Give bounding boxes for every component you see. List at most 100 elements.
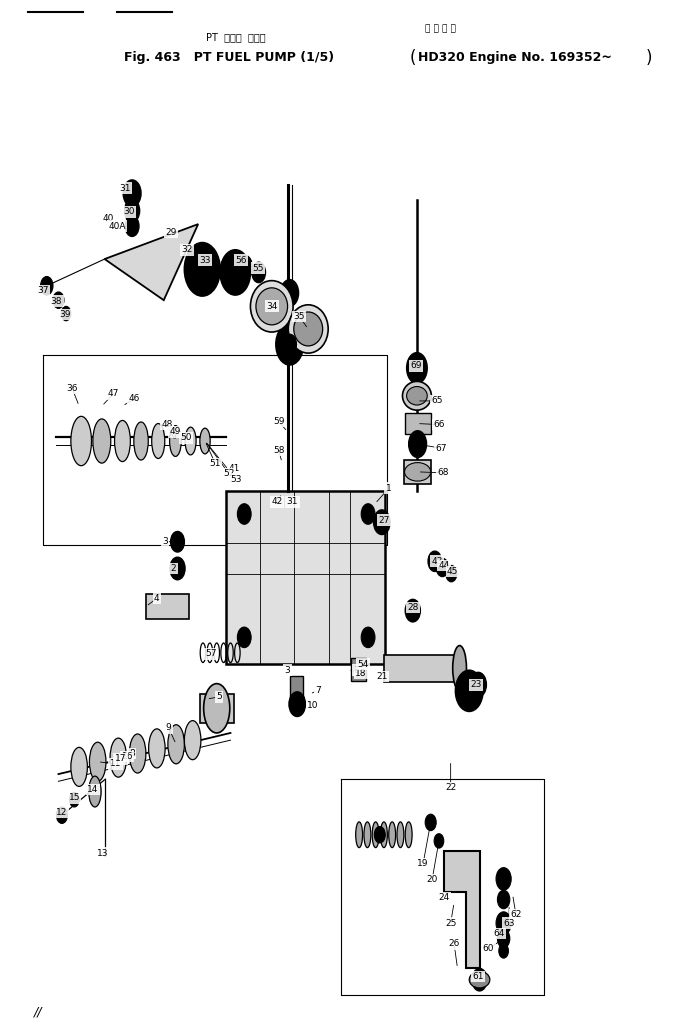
Text: 53: 53 bbox=[230, 475, 241, 483]
Text: 30: 30 bbox=[124, 208, 135, 216]
Text: 32: 32 bbox=[182, 246, 193, 254]
Text: 18: 18 bbox=[356, 669, 367, 677]
Ellipse shape bbox=[184, 721, 201, 760]
Text: 52: 52 bbox=[224, 470, 235, 478]
Text: 37: 37 bbox=[37, 287, 48, 295]
Polygon shape bbox=[105, 224, 198, 300]
Ellipse shape bbox=[364, 822, 371, 848]
Circle shape bbox=[470, 672, 486, 697]
Text: 5: 5 bbox=[216, 693, 222, 701]
Circle shape bbox=[220, 250, 250, 295]
Circle shape bbox=[472, 968, 487, 991]
Text: 55: 55 bbox=[252, 264, 264, 272]
Text: 16: 16 bbox=[122, 752, 133, 761]
Text: 3: 3 bbox=[285, 666, 290, 674]
Text: 23: 23 bbox=[471, 681, 482, 689]
Circle shape bbox=[289, 692, 305, 717]
Text: 11: 11 bbox=[110, 760, 121, 768]
Text: 69: 69 bbox=[411, 362, 422, 370]
Text: 19: 19 bbox=[418, 859, 429, 868]
Ellipse shape bbox=[149, 729, 165, 768]
Text: 57: 57 bbox=[206, 650, 217, 658]
Text: 26: 26 bbox=[449, 940, 460, 948]
Circle shape bbox=[434, 834, 444, 848]
Text: 31: 31 bbox=[287, 498, 298, 506]
Ellipse shape bbox=[204, 684, 230, 733]
Text: 58: 58 bbox=[273, 446, 284, 454]
Text: 40: 40 bbox=[103, 215, 114, 223]
Text: 14: 14 bbox=[87, 785, 98, 794]
Circle shape bbox=[446, 565, 457, 582]
Ellipse shape bbox=[168, 725, 184, 764]
Text: 1: 1 bbox=[386, 484, 391, 492]
Ellipse shape bbox=[133, 421, 148, 461]
Ellipse shape bbox=[453, 646, 466, 691]
Text: 35: 35 bbox=[294, 313, 305, 321]
Text: 8: 8 bbox=[129, 749, 135, 758]
Circle shape bbox=[283, 334, 297, 355]
Ellipse shape bbox=[405, 463, 431, 481]
Text: 39: 39 bbox=[60, 310, 71, 319]
Circle shape bbox=[428, 551, 442, 572]
Text: 3: 3 bbox=[162, 538, 168, 546]
Circle shape bbox=[125, 199, 140, 222]
Ellipse shape bbox=[110, 738, 127, 777]
Text: (: ( bbox=[409, 48, 416, 67]
Circle shape bbox=[236, 255, 252, 280]
Text: 25: 25 bbox=[445, 919, 456, 927]
Text: 62: 62 bbox=[510, 911, 522, 919]
Circle shape bbox=[125, 216, 139, 236]
Ellipse shape bbox=[250, 281, 293, 332]
Text: 45: 45 bbox=[447, 567, 458, 576]
Ellipse shape bbox=[185, 427, 196, 454]
Ellipse shape bbox=[402, 381, 431, 410]
Bar bbox=[226, 491, 385, 664]
Circle shape bbox=[170, 557, 185, 580]
Text: PT  フェル  ポンプ: PT フェル ポンプ bbox=[206, 32, 266, 42]
Circle shape bbox=[237, 504, 251, 524]
Bar bbox=[200, 694, 234, 723]
Text: 20: 20 bbox=[427, 876, 438, 884]
Circle shape bbox=[252, 262, 266, 283]
Text: 68: 68 bbox=[438, 469, 449, 477]
Bar bbox=[384, 655, 460, 682]
Text: 33: 33 bbox=[200, 256, 211, 264]
Text: 61: 61 bbox=[473, 972, 484, 981]
Text: 34: 34 bbox=[266, 302, 277, 310]
Circle shape bbox=[69, 793, 79, 807]
Text: 28: 28 bbox=[407, 603, 418, 612]
Ellipse shape bbox=[380, 822, 387, 848]
Text: 47: 47 bbox=[108, 390, 119, 398]
Text: 29: 29 bbox=[165, 228, 176, 236]
Ellipse shape bbox=[151, 424, 165, 458]
Circle shape bbox=[374, 827, 385, 843]
Ellipse shape bbox=[89, 742, 106, 781]
Ellipse shape bbox=[129, 734, 146, 773]
Text: 65: 65 bbox=[431, 397, 442, 405]
Text: 50: 50 bbox=[180, 434, 191, 442]
Bar bbox=[351, 658, 366, 681]
Text: HD320 Engine No. 169352~: HD320 Engine No. 169352~ bbox=[418, 51, 612, 64]
Circle shape bbox=[41, 277, 53, 295]
Text: 36: 36 bbox=[67, 384, 78, 393]
Text: 59: 59 bbox=[273, 417, 284, 426]
Text: 12: 12 bbox=[56, 808, 67, 816]
Text: 67: 67 bbox=[436, 444, 447, 452]
Circle shape bbox=[462, 681, 476, 701]
Circle shape bbox=[407, 353, 427, 383]
Ellipse shape bbox=[256, 288, 288, 325]
Circle shape bbox=[123, 180, 141, 207]
Ellipse shape bbox=[89, 776, 101, 807]
Text: 21: 21 bbox=[376, 672, 387, 681]
Text: ): ) bbox=[645, 48, 652, 67]
Text: 15: 15 bbox=[69, 794, 80, 802]
Circle shape bbox=[374, 510, 390, 535]
Text: 64: 64 bbox=[493, 929, 504, 938]
Text: 54: 54 bbox=[358, 660, 369, 668]
Bar bbox=[405, 413, 431, 434]
Ellipse shape bbox=[200, 428, 211, 454]
Text: 66: 66 bbox=[433, 420, 444, 429]
Text: 7: 7 bbox=[315, 687, 321, 695]
Circle shape bbox=[497, 890, 510, 909]
Ellipse shape bbox=[397, 822, 404, 848]
